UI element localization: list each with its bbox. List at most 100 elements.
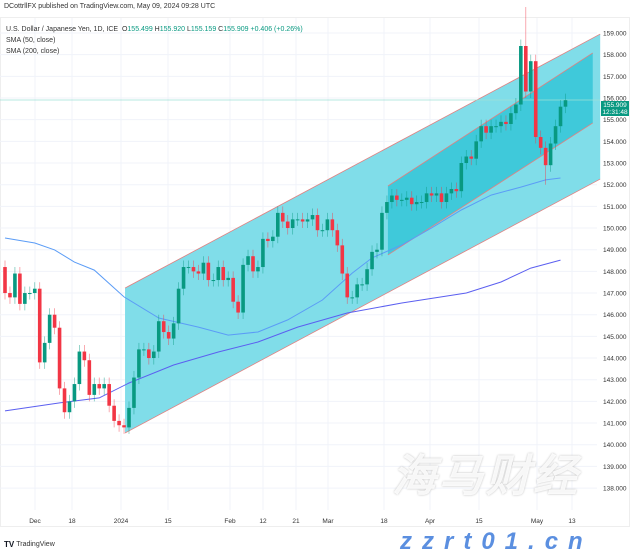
chart-frame [0, 17, 630, 527]
last-price-label: 155.909 12:31:48 [601, 101, 629, 116]
price-tick-label: 145.000 [603, 334, 627, 341]
price-tick-label: 138.000 [603, 486, 627, 493]
candle-body [330, 219, 335, 231]
chart-legend: U.S. Dollar / Japanese Yen, 1D, ICE O155… [6, 24, 303, 57]
candle-body [221, 267, 226, 281]
outer-channel-border [124, 178, 601, 434]
open-value: 155.499 [127, 26, 153, 33]
candle-body [211, 280, 216, 282]
candle-body [87, 360, 92, 395]
bar-countdown: 12:31:48 [602, 108, 628, 116]
candle-body [156, 321, 161, 352]
candle-body [67, 401, 72, 413]
candle-body [454, 189, 459, 192]
low-value: 155.159 [190, 26, 217, 33]
candle-body [52, 314, 57, 328]
candle-body [92, 384, 97, 395]
candle-body [538, 137, 543, 148]
candle-body [137, 349, 141, 378]
candle-body [350, 297, 354, 299]
candle-body [558, 106, 563, 127]
candle-body [161, 321, 166, 333]
sma200-line [4, 259, 561, 412]
candle-body [147, 349, 151, 359]
candle-body [261, 238, 265, 268]
price-tick-label: 143.000 [603, 377, 627, 384]
candle-body [305, 219, 310, 222]
candle-body [32, 288, 37, 294]
candle-body [439, 193, 444, 203]
candle-body [72, 384, 77, 402]
candle-body [18, 273, 22, 304]
candle-body [82, 351, 87, 361]
tradingview-logo[interactable]: TV TradingView [4, 540, 55, 549]
candle-body [459, 163, 464, 192]
candle-body [474, 141, 478, 159]
candle-body [370, 251, 374, 270]
candle-body [563, 100, 568, 107]
candle-body [494, 126, 498, 128]
candle-body [231, 277, 235, 302]
price-tick-label: 159.000 [603, 31, 627, 38]
watermark-cn: 海马财经 [392, 452, 580, 501]
date-tick-label: 12 [259, 518, 267, 525]
price-tick-label: 156.000 [603, 96, 627, 103]
candle-body [122, 425, 126, 428]
candle-body [424, 193, 429, 203]
brand-name: TradingView [16, 541, 55, 548]
candle-body [117, 420, 121, 426]
candle-body [340, 245, 345, 274]
candle-body [236, 301, 240, 313]
candle-body [355, 284, 359, 298]
candle-body [434, 193, 439, 196]
candle-body [400, 199, 404, 201]
candle-body [409, 197, 414, 205]
date-tick-label: 18 [380, 518, 388, 525]
price-tick-label: 147.000 [603, 291, 627, 298]
candle-body [57, 327, 62, 389]
candle-body [176, 288, 181, 324]
candle-body [285, 221, 290, 229]
candle-body [107, 384, 111, 406]
candle-body [280, 212, 285, 222]
sma50-legend[interactable]: SMA (50, close) [6, 37, 56, 44]
candle-body [42, 342, 47, 363]
candle-body [360, 284, 364, 286]
candle-body [152, 351, 156, 359]
inner-channel [387, 52, 593, 255]
price-tick-label: 153.000 [603, 161, 627, 168]
candle-body [201, 262, 206, 274]
date-tick-label: Mar [322, 518, 334, 525]
candle-body [196, 271, 201, 274]
candle-body [23, 293, 27, 304]
candle-body [543, 147, 548, 166]
candle-body [514, 104, 518, 114]
ohlc-row: U.S. Dollar / Japanese Yen, 1D, ICE O155… [6, 24, 303, 35]
date-tick-label: 15 [164, 518, 172, 525]
candle-body [528, 61, 533, 92]
candle-body [112, 405, 116, 421]
candle-body [519, 46, 523, 105]
candle-body [37, 288, 42, 363]
candle-body [499, 121, 503, 127]
candle-body [489, 126, 493, 133]
price-tick-label: 140.000 [603, 442, 627, 449]
price-tick-label: 158.000 [603, 52, 627, 59]
open-label: O [121, 26, 128, 33]
date-tick-label: 21 [292, 518, 300, 525]
sma200-legend[interactable]: SMA (200, close) [6, 48, 60, 55]
date-tick-label: May [531, 518, 544, 525]
candle-body [3, 267, 7, 294]
candle-body [315, 215, 320, 231]
candles [3, 6, 568, 434]
price-tick-label: 149.000 [603, 247, 627, 254]
candle-body [444, 193, 449, 203]
price-tick-label: 148.000 [603, 269, 627, 276]
candle-body [385, 202, 389, 213]
candle-body [484, 126, 488, 133]
candle-body [509, 113, 513, 125]
price-tick-label: 150.000 [603, 226, 627, 233]
candle-body [132, 377, 136, 408]
candle-body [256, 267, 260, 272]
